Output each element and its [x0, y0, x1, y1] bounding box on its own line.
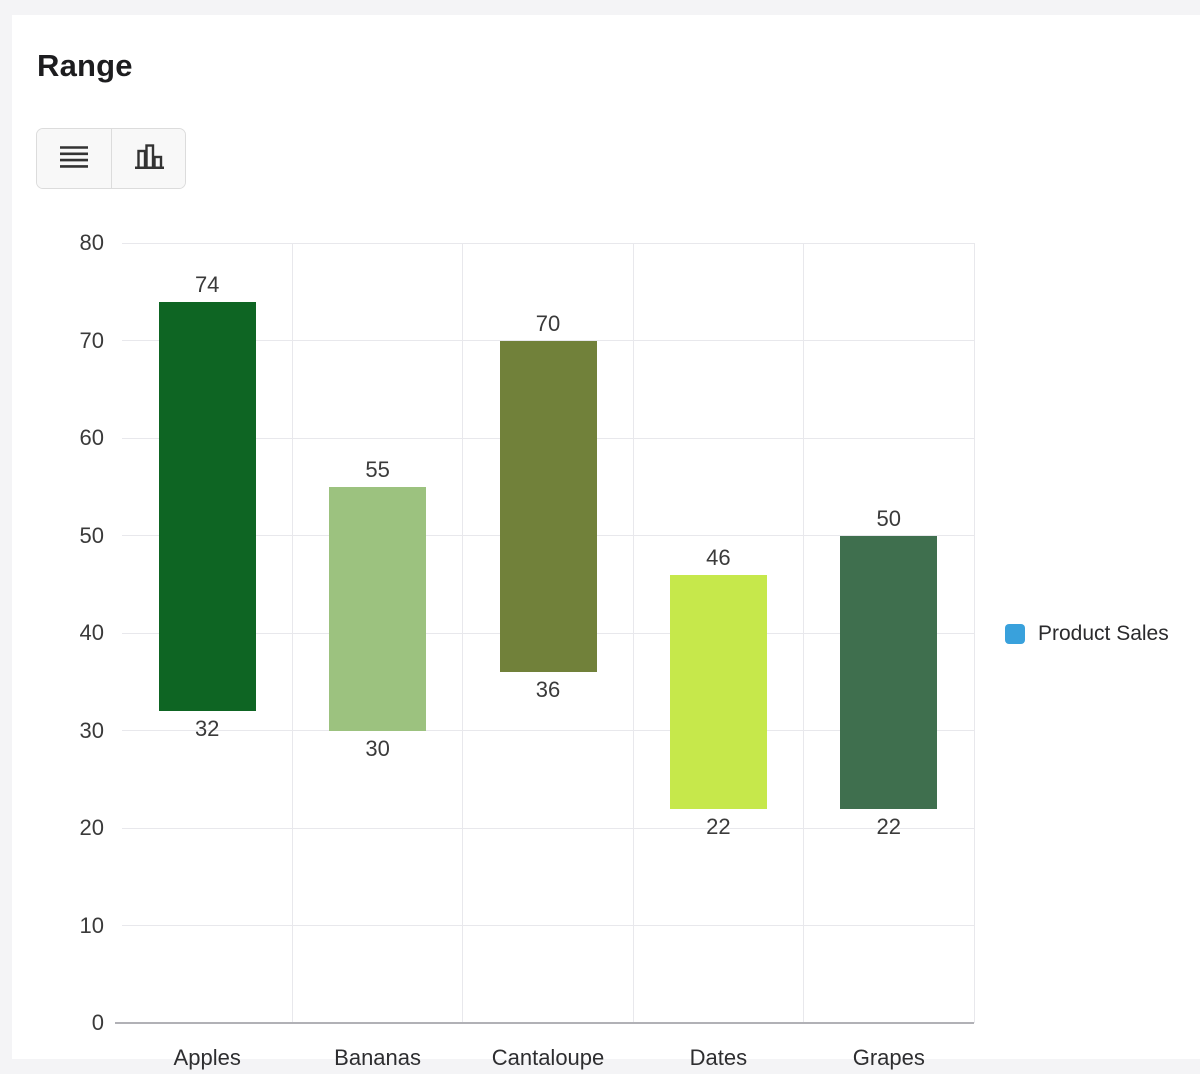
y-axis-tick-label: 60: [79, 425, 104, 450]
bar-low-value-label: 32: [194, 716, 220, 741]
x-axis-category-label: Bananas: [334, 1045, 422, 1070]
x-axis-category-label: Apples: [173, 1045, 241, 1070]
gridline-vertical: [973, 243, 975, 1023]
range-bar-dates[interactable]: [669, 574, 767, 809]
gridline-horizontal: [122, 827, 974, 829]
y-axis-tick-label: 70: [79, 327, 104, 353]
x-axis-line: [115, 1022, 974, 1024]
bar-high-value-label: 70: [535, 310, 561, 336]
chart-view-button[interactable]: [111, 129, 185, 188]
range-bar-bananas[interactable]: [329, 486, 427, 731]
legend-item-product-sales[interactable]: Product Sales: [1005, 622, 1169, 646]
y-axis-tick-label: 40: [79, 620, 104, 645]
bar-low-value-label: 30: [365, 735, 390, 761]
legend-swatch: [1005, 624, 1025, 644]
bar-high-value-label: 46: [706, 544, 731, 570]
bar-high-value-label: 74: [194, 271, 220, 297]
x-axis-category-label: Grapes: [852, 1045, 925, 1070]
y-axis-tick-label: 80: [79, 230, 104, 255]
range-bar-grapes[interactable]: [840, 535, 938, 809]
y-axis-tick-label: 50: [79, 522, 104, 548]
x-axis-category-label: Dates: [689, 1045, 748, 1070]
gridline-vertical: [803, 243, 805, 1023]
chart-title: Range: [37, 48, 133, 83]
y-axis-tick-label: 10: [79, 912, 104, 938]
y-axis-tick-label: 20: [79, 815, 104, 840]
bar-chart-icon: [133, 143, 165, 174]
range-bar-apples[interactable]: [158, 301, 256, 711]
bar-high-value-label: 50: [876, 505, 902, 531]
y-axis-tick-label: 30: [79, 717, 104, 743]
bar-low-value-label: 36: [535, 677, 561, 702]
bar-high-value-label: 55: [365, 456, 390, 482]
view-toggle: [36, 128, 186, 189]
gridline-horizontal: [122, 730, 974, 731]
list-icon: [59, 144, 89, 173]
gridline-vertical: [632, 243, 634, 1023]
gridline-horizontal: [122, 242, 974, 244]
y-axis-tick-label: 0: [91, 1010, 104, 1035]
range-bar-cantaloupe[interactable]: [499, 340, 597, 672]
gridline-horizontal: [122, 925, 974, 926]
x-axis-category-label: Cantaloupe: [491, 1045, 605, 1070]
table-view-button[interactable]: [37, 129, 111, 188]
gridline-vertical: [291, 243, 293, 1023]
gridline-vertical: [462, 243, 464, 1023]
bar-low-value-label: 22: [876, 813, 902, 839]
bar-low-value-label: 22: [706, 813, 731, 839]
legend-label: Product Sales: [1038, 622, 1169, 645]
chart-plot-area: 0 10 20 30 40 50 60 70 80 74 32 Apples 55 30 Bananas 70…: [12, 15, 1200, 1074]
chart-card: Range: [12, 15, 1200, 1070]
